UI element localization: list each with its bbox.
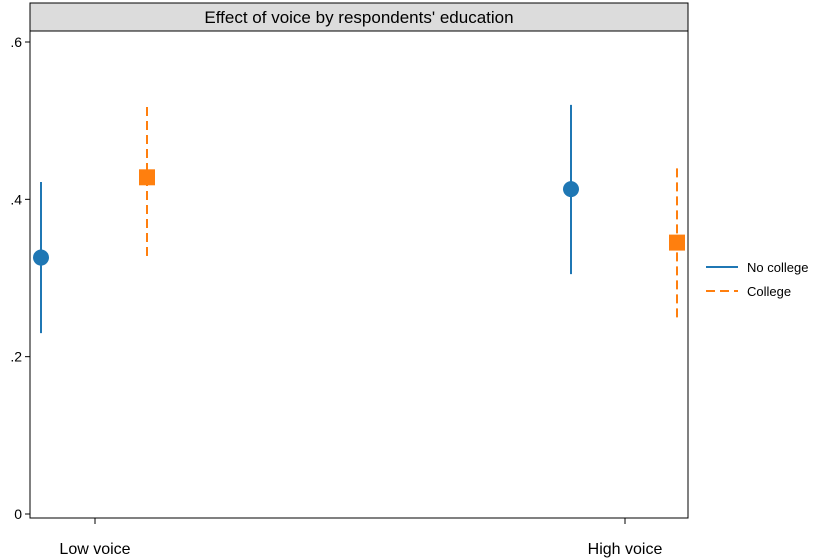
- point-marker: [563, 181, 579, 198]
- data-marks: [33, 103, 685, 334]
- y-tick-label: .2: [10, 349, 22, 365]
- point-marker: [139, 169, 155, 186]
- x-tick-label: Low voice: [59, 541, 130, 558]
- x-tick-label: High voice: [588, 541, 663, 558]
- x-axis: Low voice High voice: [59, 518, 662, 558]
- plot-frame: [29, 30, 689, 519]
- chart-title: Effect of voice by respondents' educatio…: [204, 8, 513, 27]
- y-axis: 0 .2 .4 .6: [10, 34, 30, 522]
- legend-label: No college: [747, 260, 808, 275]
- y-tick-label: .4: [10, 191, 22, 207]
- legend: No college College: [706, 260, 808, 299]
- y-tick-label: 0: [14, 506, 22, 522]
- title-strip: [29, 2, 689, 32]
- point-marker: [669, 234, 685, 251]
- legend-label: College: [747, 284, 791, 299]
- y-tick-label: .6: [10, 34, 22, 50]
- point-marker: [33, 249, 49, 266]
